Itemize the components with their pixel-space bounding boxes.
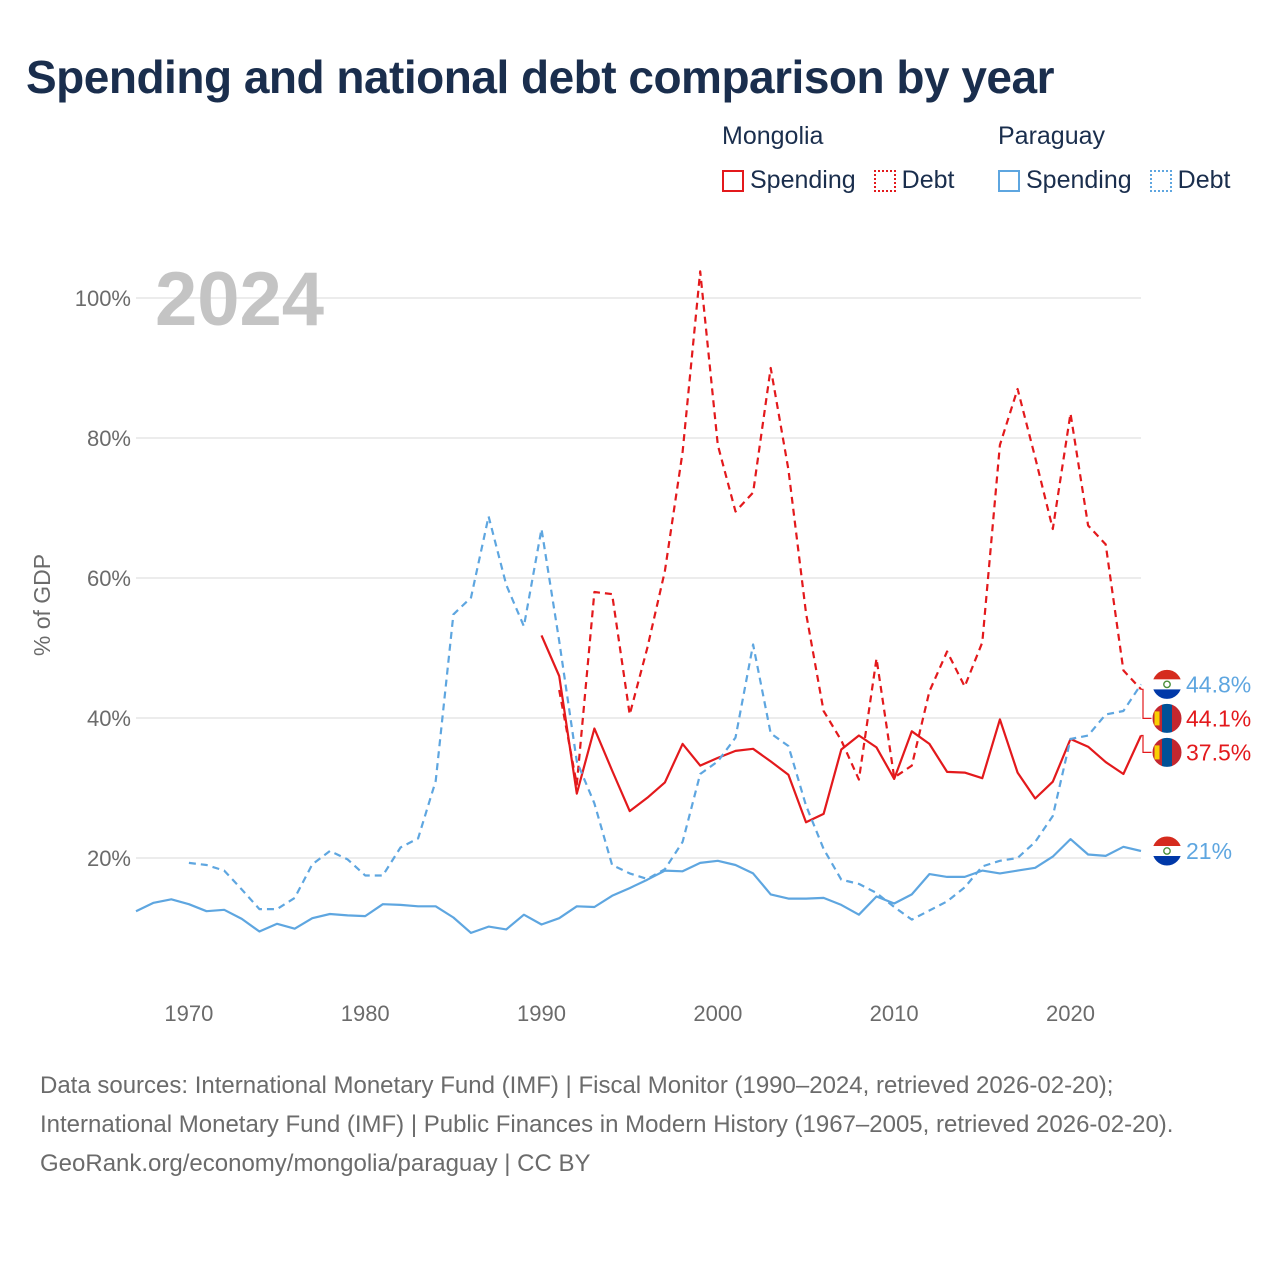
label-connector [1141, 734, 1153, 754]
end-value-label: 37.5% [1186, 739, 1251, 765]
paraguay-flag-icon [1151, 835, 1183, 867]
x-tick-label: 1980 [341, 1001, 390, 1026]
year-watermark: 2024 [155, 257, 324, 342]
y-tick-label: 100% [75, 286, 131, 311]
end-value-label: 44.8% [1186, 671, 1251, 697]
mongolia-flag-icon [1151, 702, 1183, 734]
end-value-label: 44.1% [1186, 705, 1251, 731]
legend-swatch-solid [722, 169, 744, 192]
series-line-paraguay-debt[interactable] [188, 515, 1142, 921]
y-tick-label: 40% [87, 706, 131, 731]
legend-item-mongolia-spending[interactable]: Spending [722, 166, 856, 195]
x-tick-label: 2020 [1046, 1001, 1095, 1026]
legend-swatch-dotted [873, 169, 896, 192]
legend-label: Spending [1026, 166, 1132, 194]
series-lines [135, 270, 1143, 935]
series-line-mongolia-debt[interactable] [558, 270, 1142, 786]
legend-group-name: Paraguay [998, 122, 1106, 150]
mongolia-flag-icon [1151, 736, 1183, 768]
y-tick-label: 20% [87, 846, 131, 871]
paraguay-flag-icon [1151, 668, 1183, 700]
end-markers: 44.8% 44.1% 37.5% 21% [1141, 668, 1251, 867]
chart-title: Spending and national debt comparison by… [26, 51, 1055, 103]
line-chart: 2024 % of GDP 20%40%60%80%100% 1970 1980 1… [29, 257, 1251, 1026]
legend-group-name: Mongolia [722, 122, 824, 150]
legend-item-mongolia-debt[interactable]: Debt [873, 166, 955, 195]
legend-label: Debt [1177, 166, 1231, 194]
y-axis-label: % of GDP [29, 554, 55, 656]
legend-item-paraguay-spending[interactable]: Spending [998, 166, 1132, 195]
y-tick-label: 60% [87, 566, 131, 591]
series-line-mongolia-spending[interactable] [540, 634, 1143, 824]
x-tick-label: 1990 [517, 1001, 566, 1026]
label-connector [1141, 688, 1153, 720]
legend-swatch-dotted [1149, 169, 1172, 192]
credit-link[interactable]: GeoRank.org/economy/mongolia/paraguay | … [40, 1150, 591, 1177]
gridlines [136, 297, 1141, 859]
x-tick-label: 1970 [164, 1001, 213, 1026]
legend-label: Debt [901, 166, 955, 194]
legend-group-paraguay: Paraguay Spending Debt [998, 122, 1230, 194]
legend-swatch-solid [998, 169, 1020, 192]
legend-item-paraguay-debt[interactable]: Debt [1149, 166, 1231, 195]
legend-label: Spending [750, 166, 856, 194]
legend-group-mongolia: Mongolia Spending Debt [722, 122, 954, 194]
x-tick-label: 2000 [693, 1001, 742, 1026]
x-tick-label: 2010 [870, 1001, 919, 1026]
y-tick-label: 80% [87, 426, 131, 451]
series-line-paraguay-spending[interactable] [135, 837, 1142, 935]
x-axis-ticks: 1970 1980 1990 2000 2010 2020 [164, 1001, 1095, 1026]
footer: Data sources: International Monetary Fun… [40, 1066, 1240, 1183]
end-value-label: 21% [1186, 838, 1232, 864]
data-sources: Data sources: International Monetary Fun… [40, 1072, 1174, 1138]
y-axis-ticks: 20% 40% 60% 80% 100% [75, 286, 131, 871]
